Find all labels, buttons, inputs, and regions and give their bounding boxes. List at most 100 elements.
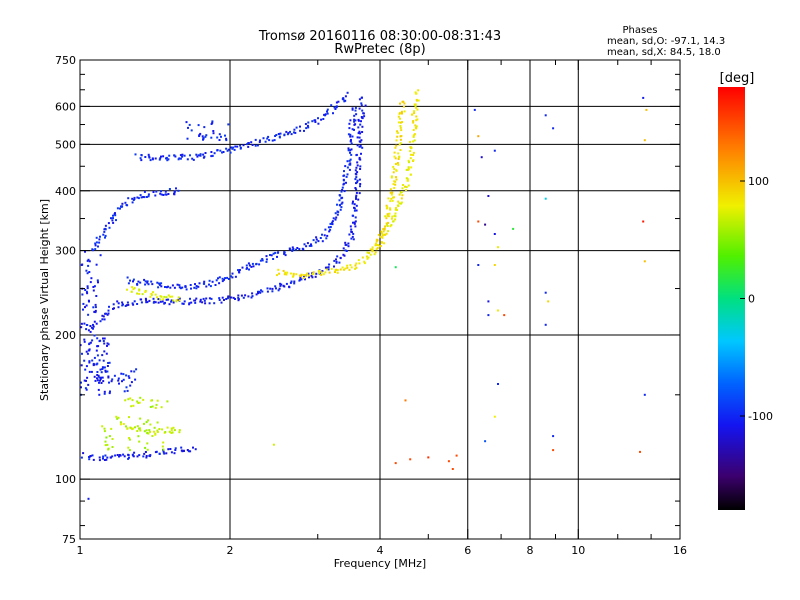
data-point: [137, 435, 140, 438]
data-point: [400, 201, 403, 204]
data-point: [128, 416, 130, 419]
data-point: [405, 168, 408, 171]
y-tick-label: 400: [55, 185, 76, 198]
data-point: [397, 158, 400, 160]
data-point: [493, 149, 496, 152]
data-point: [167, 285, 169, 288]
data-point: [139, 417, 142, 420]
data-point: [99, 368, 102, 371]
data-point: [134, 153, 137, 156]
data-point: [137, 402, 140, 404]
data-point: [85, 388, 88, 391]
data-point: [404, 399, 407, 402]
data-point: [393, 155, 396, 158]
data-point: [167, 298, 170, 301]
chart-subtitle: RwPretec (8p): [334, 42, 425, 57]
data-point: [202, 137, 205, 140]
data-point: [218, 297, 221, 300]
data-point: [330, 104, 333, 107]
data-point: [131, 302, 134, 305]
data-point: [186, 158, 189, 161]
data-point: [363, 260, 366, 263]
x-tick-label: 8: [527, 544, 534, 557]
data-point: [409, 458, 412, 461]
data-point: [155, 403, 158, 406]
data-point: [339, 194, 342, 197]
data-point: [296, 247, 299, 249]
data-point: [389, 200, 392, 203]
data-point: [160, 190, 162, 193]
data-point: [107, 343, 110, 346]
data-point: [112, 221, 115, 224]
data-point: [358, 98, 361, 101]
data-point: [112, 217, 114, 220]
data-point: [135, 368, 138, 371]
data-point: [101, 318, 104, 321]
data-point: [219, 149, 222, 152]
data-point: [374, 251, 377, 254]
data-point: [345, 250, 348, 252]
data-point: [86, 292, 89, 295]
data-point: [218, 276, 221, 279]
data-point: [351, 107, 354, 110]
data-point: [338, 261, 341, 264]
data-point: [95, 241, 98, 244]
data-point: [357, 198, 360, 201]
data-point: [178, 297, 181, 300]
data-point: [112, 303, 115, 306]
data-point: [138, 440, 141, 443]
data-point: [298, 248, 301, 251]
data-point: [177, 298, 180, 301]
data-point: [211, 280, 214, 283]
data-point: [248, 268, 250, 271]
data-point: [357, 132, 360, 135]
data-point: [300, 278, 303, 281]
data-point: [359, 145, 362, 148]
data-point: [359, 165, 362, 168]
data-point: [124, 201, 127, 204]
data-point: [427, 456, 430, 459]
data-point: [347, 242, 350, 245]
data-point: [151, 283, 154, 286]
data-point: [359, 123, 362, 126]
data-point: [176, 283, 179, 286]
data-point: [160, 193, 163, 196]
data-point: [293, 282, 296, 285]
data-point: [287, 132, 290, 135]
data-point: [344, 249, 347, 252]
data-point: [203, 280, 206, 283]
data-point: [355, 153, 358, 156]
data-point: [477, 264, 480, 266]
data-point: [145, 299, 148, 302]
data-point: [156, 399, 159, 402]
data-point: [331, 221, 334, 224]
data-point: [144, 451, 147, 453]
data-point: [307, 272, 310, 275]
data-point: [237, 296, 240, 299]
data-point: [340, 202, 343, 205]
data-point: [158, 452, 161, 455]
data-point: [265, 258, 268, 261]
data-point: [99, 254, 102, 257]
data-point: [251, 262, 254, 265]
data-point: [172, 299, 175, 302]
data-point: [306, 272, 309, 275]
data-point: [96, 377, 98, 380]
data-point: [239, 144, 242, 147]
data-point: [349, 151, 351, 154]
data-point: [397, 200, 400, 203]
data-point: [302, 275, 305, 278]
data-point: [261, 259, 264, 262]
data-point: [88, 349, 91, 352]
data-point: [390, 193, 393, 196]
data-point: [94, 244, 97, 247]
data-point: [351, 202, 354, 205]
data-point: [357, 118, 360, 121]
data-point: [414, 124, 417, 127]
data-point: [83, 340, 86, 343]
data-point: [203, 299, 206, 302]
data-point: [360, 96, 363, 99]
data-point: [149, 430, 151, 433]
data-point: [146, 301, 149, 304]
data-point: [99, 339, 102, 342]
